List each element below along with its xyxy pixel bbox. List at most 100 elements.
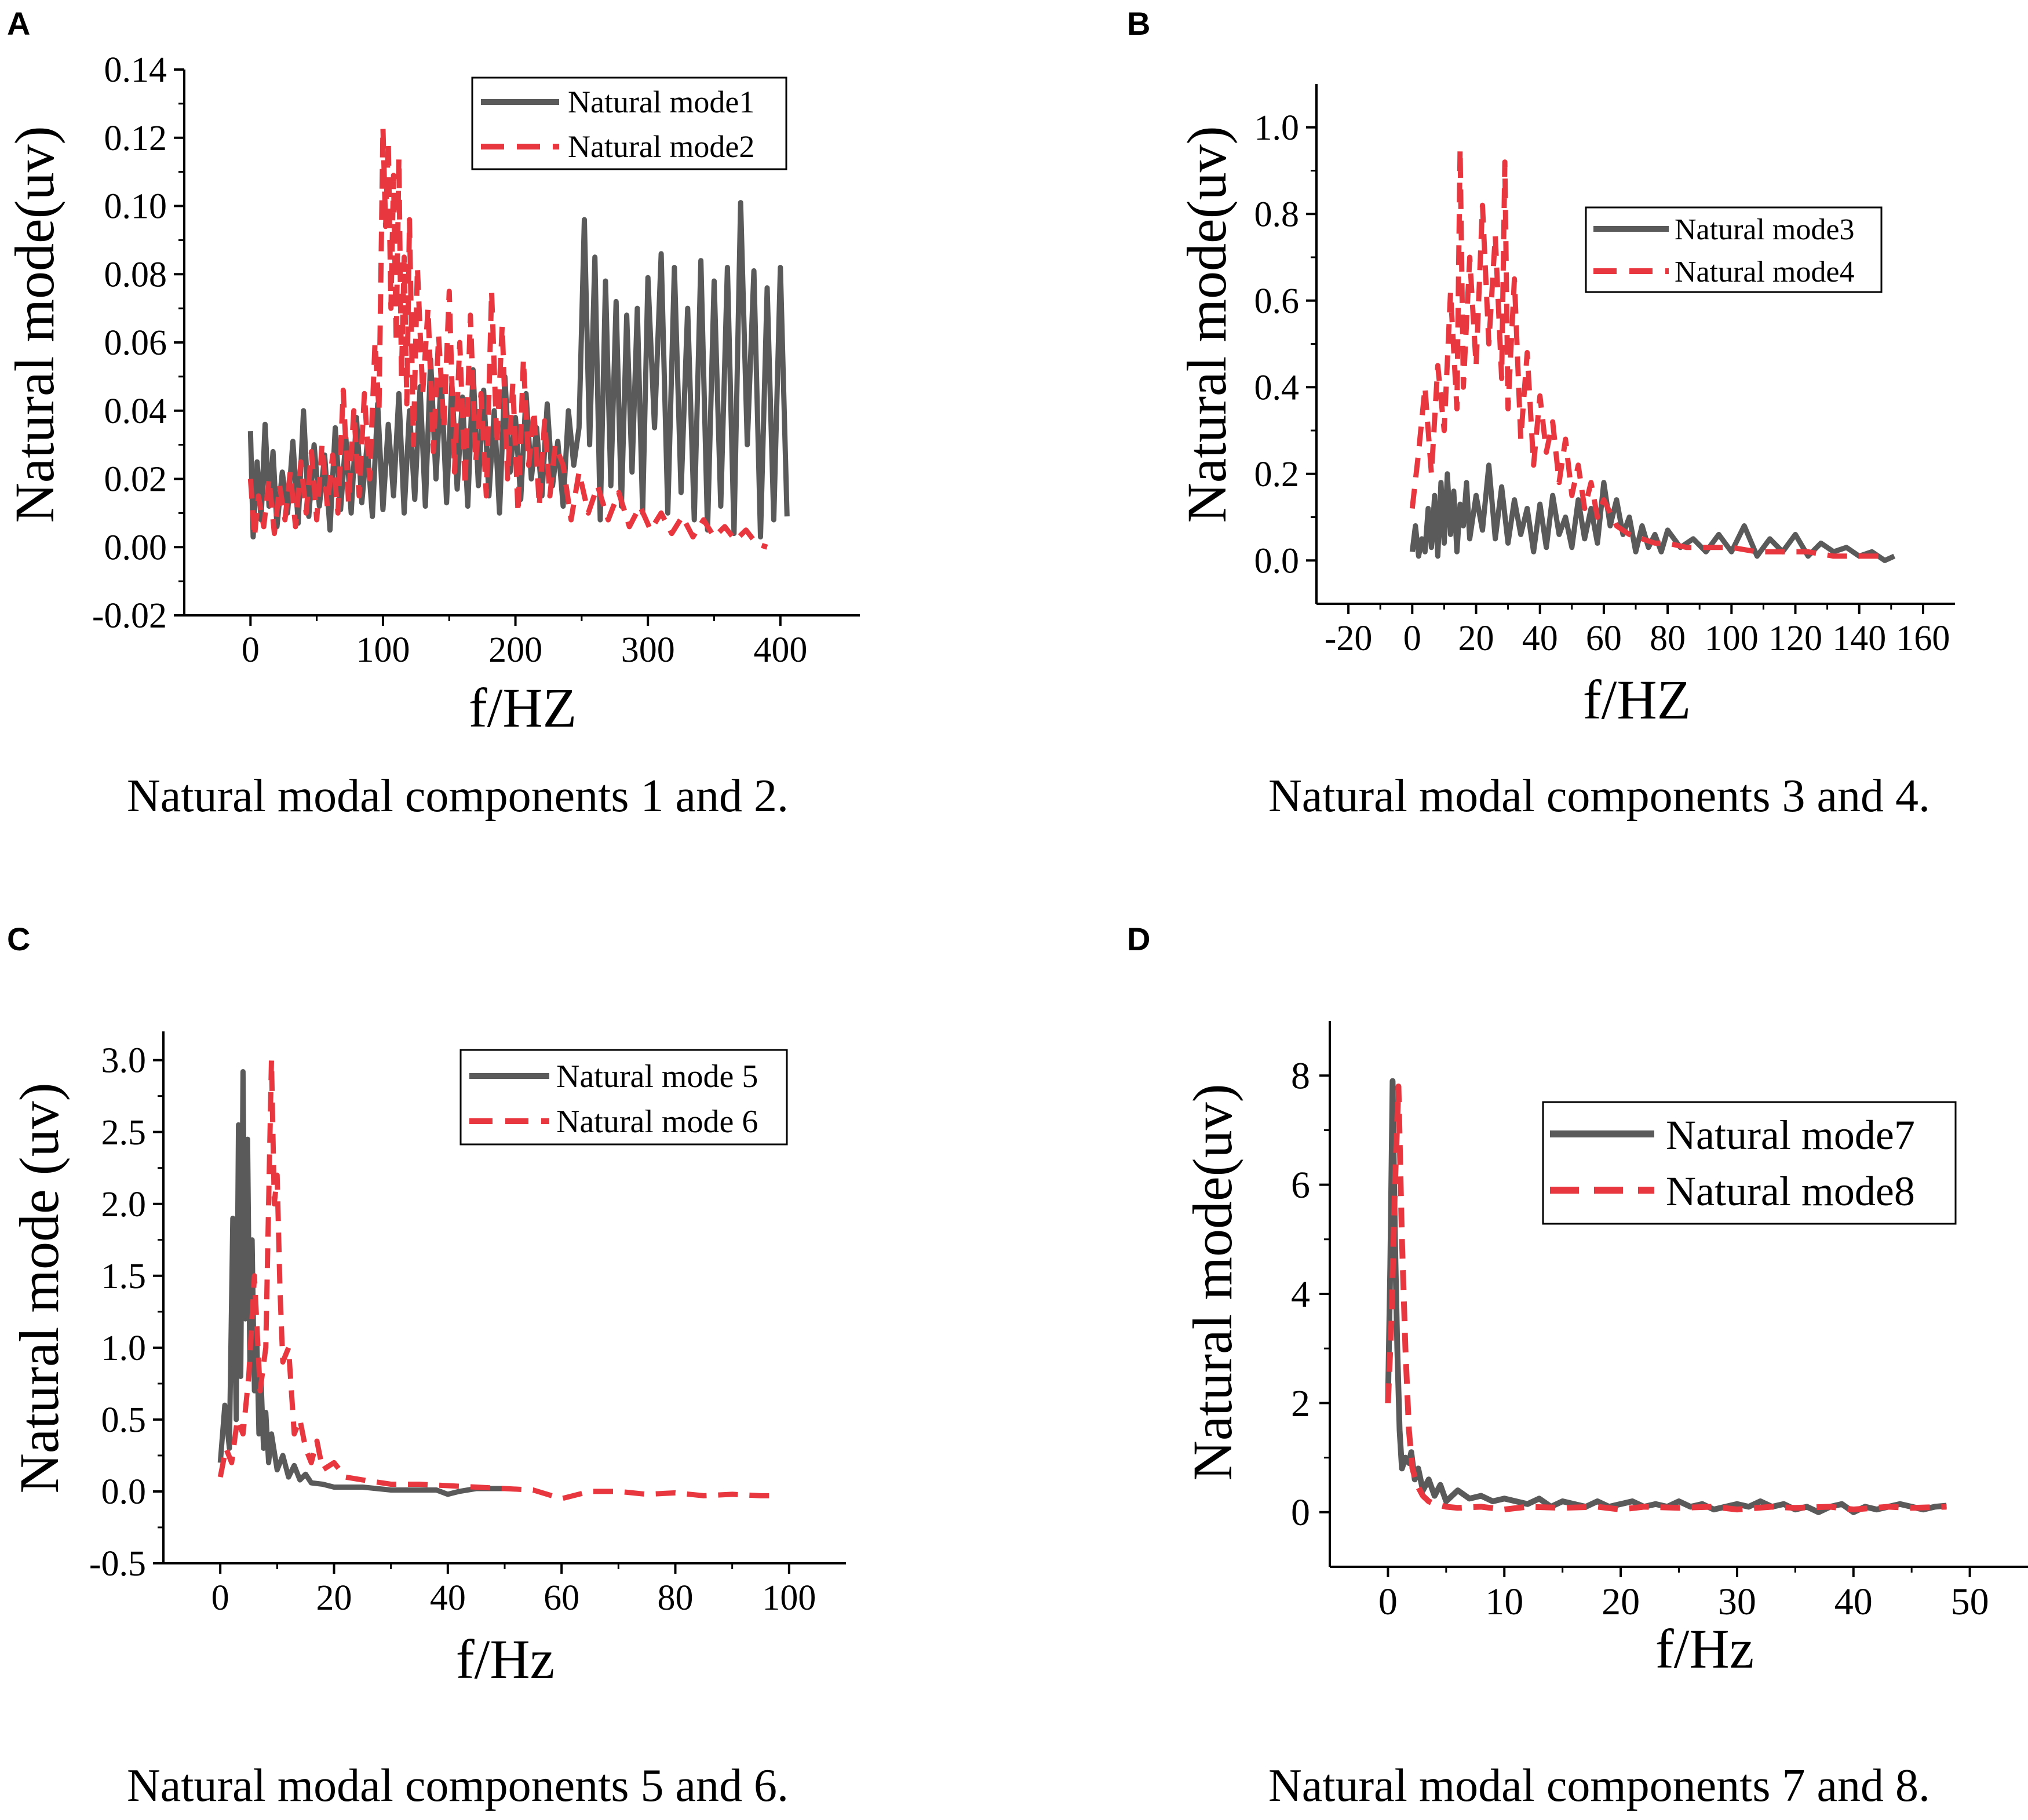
panel-c-y-tick-label: 0.0 — [101, 1472, 147, 1512]
panel-d-y-tick-label: 4 — [1291, 1273, 1310, 1315]
panel-c-legend-label-1: Natural mode 5 — [556, 1059, 758, 1095]
panel-b-x-tick-label: 20 — [1458, 619, 1494, 658]
panel-b-y-title: Natural mode(uv) — [1176, 126, 1238, 523]
panel-a-y-tick-label: 0.08 — [104, 255, 167, 294]
panel-a-legend-label-2: Natural mode2 — [568, 129, 754, 164]
panel-b-x-tick-label: 160 — [1896, 619, 1950, 658]
panel-c-y-tick-label: -0.5 — [89, 1544, 146, 1584]
panel-d-legend-box — [1542, 1101, 1957, 1225]
panel-d-y-tick-label: 0 — [1291, 1491, 1310, 1534]
panel-b-x-tick-label: 40 — [1522, 619, 1558, 658]
panel-d-legend-label-2: Natural mode8 — [1666, 1168, 1915, 1214]
panel-b-x-tick-label: 80 — [1650, 619, 1686, 658]
panel-b-x-tick-label: 120 — [1768, 619, 1822, 658]
panel-a-x-tick-label: 400 — [753, 630, 807, 670]
panel-d-y-tick-label: 6 — [1291, 1164, 1310, 1206]
panel-a-series — [247, 125, 790, 550]
panel-a-y-tick-label: 0.02 — [104, 460, 167, 499]
panel-b: B -20 0 20 40 60 80 100 120 140 160 0.00.20.40.60… — [1127, 5, 1955, 822]
panel-c: C 0 20 40 60 80 100 -0.5 0.0 0.5 1.0 1.5 2.0 2.5 3.0… — [7, 921, 846, 1811]
panel-c-legend-box — [459, 1049, 788, 1146]
panel-c-x-tick-label: 0 — [211, 1578, 229, 1618]
panel-a-legend: Natural mode1 Natural mode2 — [471, 76, 787, 170]
panel-d-x-tick-label: 0 — [1378, 1581, 1398, 1623]
panel-d-x-tick-label: 10 — [1485, 1581, 1523, 1623]
panel-a-letter: A — [7, 5, 30, 42]
panel-c-legend-label-2: Natural mode 6 — [556, 1104, 758, 1140]
panel-b-y-tick-label: 0.6 — [1254, 282, 1300, 321]
panel-b-legend: Natural mode3 Natural mode4 — [1585, 206, 1883, 293]
panel-a-x-tick-label: 0 — [242, 630, 260, 670]
panel-d-x-tick-label: 40 — [1834, 1581, 1873, 1623]
panel-a-y-tick-label: 0.14 — [104, 50, 167, 90]
panel-d-x-tick-label: 20 — [1602, 1581, 1640, 1623]
panel-d-series-dashed-line — [1385, 1084, 1947, 1513]
panel-a-y-tick-label: 0.04 — [104, 392, 167, 431]
panel-a-y-ticks: -0.02 0.00 0.02 0.04 0.06 0.08 0.10 0.12 0.14 — [92, 50, 184, 636]
panel-c-x-tick-label: 60 — [544, 1578, 579, 1618]
panel-b-y-tick-label: 0.8 — [1254, 195, 1300, 234]
panel-c-y-tick-label: 1.5 — [101, 1257, 147, 1296]
panel-b-legend-box — [1585, 206, 1883, 293]
panel-d-caption: Natural modal components 7 and 8. — [1268, 1760, 1930, 1811]
panel-c-y-tick-label: 1.0 — [101, 1329, 147, 1368]
panel-b-x-tick-label: -20 — [1325, 619, 1373, 658]
panel-b-y-tick-label: 1.0 — [1254, 108, 1300, 148]
panel-b-series-dashed-line — [1409, 146, 1879, 559]
panel-a-x-tick-label: 200 — [488, 630, 542, 670]
panel-b-series — [1409, 146, 1896, 563]
panel-b-x-tick-label: 60 — [1586, 619, 1622, 658]
panel-d-x-tick-label: 30 — [1718, 1581, 1756, 1623]
panel-b-y-tick-label: 0.0 — [1254, 541, 1300, 581]
panel-d: D 0 10 20 30 40 50 0 2 4 6 8 f/Hz Natural mode(uv… — [1127, 921, 2028, 1811]
panel-b-legend-label-2: Natural mode4 — [1675, 256, 1854, 289]
panel-a-series-solid-line — [247, 200, 790, 540]
panel-a-y-tick-label: 0.10 — [104, 187, 167, 227]
panel-b-y-ticks: 0.0 0.2 0.4 0.6 0.8 1.0 — [1254, 108, 1316, 581]
panel-d-letter: D — [1127, 921, 1150, 957]
panel-b-letter: B — [1127, 5, 1150, 42]
panel-d-legend-label-1: Natural mode7 — [1666, 1112, 1915, 1158]
panel-a: A 0 100 200 300 400 -0.02 0.00 0.02 0.04 0.06 0.0… — [3, 5, 860, 822]
panel-a-y-title: Natural mode(uv) — [3, 126, 65, 523]
panel-b-x-tick-label: 100 — [1705, 619, 1759, 658]
panel-c-legend: Natural mode 5 Natural mode 6 — [459, 1049, 788, 1146]
panel-b-legend-label-1: Natural mode3 — [1675, 213, 1854, 246]
panel-c-y-tick-label: 2.0 — [101, 1185, 147, 1224]
panel-a-x-ticks: 0 100 200 300 400 — [242, 615, 807, 670]
panel-a-legend-box — [471, 76, 787, 170]
panel-d-y-tick-label: 2 — [1291, 1383, 1310, 1425]
panel-b-y-tick-label: 0.4 — [1254, 368, 1300, 407]
panel-c-series — [217, 1057, 778, 1501]
panel-d-x-title: f/Hz — [1655, 1618, 1755, 1680]
panel-b-caption: Natural modal components 3 and 4. — [1268, 771, 1930, 822]
panel-c-x-tick-label: 80 — [658, 1578, 694, 1618]
panel-c-y-tick-label: 2.5 — [101, 1113, 147, 1152]
panel-c-series-solid-line — [217, 1069, 505, 1497]
panel-d-x-tick-label: 50 — [1951, 1581, 1989, 1623]
panel-c-letter: C — [7, 921, 30, 957]
panel-c-x-tick-label: 40 — [430, 1578, 466, 1618]
panel-b-x-ticks: -20 0 20 40 60 80 100 120 140 160 — [1325, 604, 1950, 658]
panel-a-x-title: f/HZ — [469, 677, 577, 739]
panel-d-y-tick-label: 8 — [1291, 1055, 1310, 1097]
panel-a-series-dashed-line — [247, 125, 768, 550]
panel-b-x-tick-label: 0 — [1403, 619, 1421, 658]
panel-a-y-tick-label: 0.12 — [104, 119, 167, 158]
panel-a-x-tick-label: 300 — [621, 630, 675, 670]
panel-c-y-title: Natural mode (uv) — [8, 1082, 70, 1493]
panel-d-y-title: Natural mode(uv) — [1181, 1084, 1243, 1480]
panel-c-caption: Natural modal components 5 and 6. — [127, 1760, 789, 1811]
panel-a-y-tick-label: -0.02 — [92, 596, 167, 636]
panel-b-series-solid-line — [1409, 462, 1896, 563]
panel-a-legend-label-1: Natural mode1 — [568, 85, 754, 119]
panel-a-x-tick-label: 100 — [356, 630, 410, 670]
panel-c-x-ticks: 0 20 40 60 80 100 — [211, 1563, 816, 1618]
panel-d-x-ticks: 0 10 20 30 40 50 — [1378, 1567, 1989, 1623]
panel-d-y-ticks: 0 2 4 6 8 — [1291, 1055, 1330, 1534]
panel-a-y-tick-label: 0.06 — [104, 323, 167, 363]
panel-c-y-tick-label: 0.5 — [101, 1400, 147, 1440]
panel-a-caption: Natural modal components 1 and 2. — [127, 771, 789, 822]
panel-c-series-dashed-line — [217, 1057, 778, 1501]
